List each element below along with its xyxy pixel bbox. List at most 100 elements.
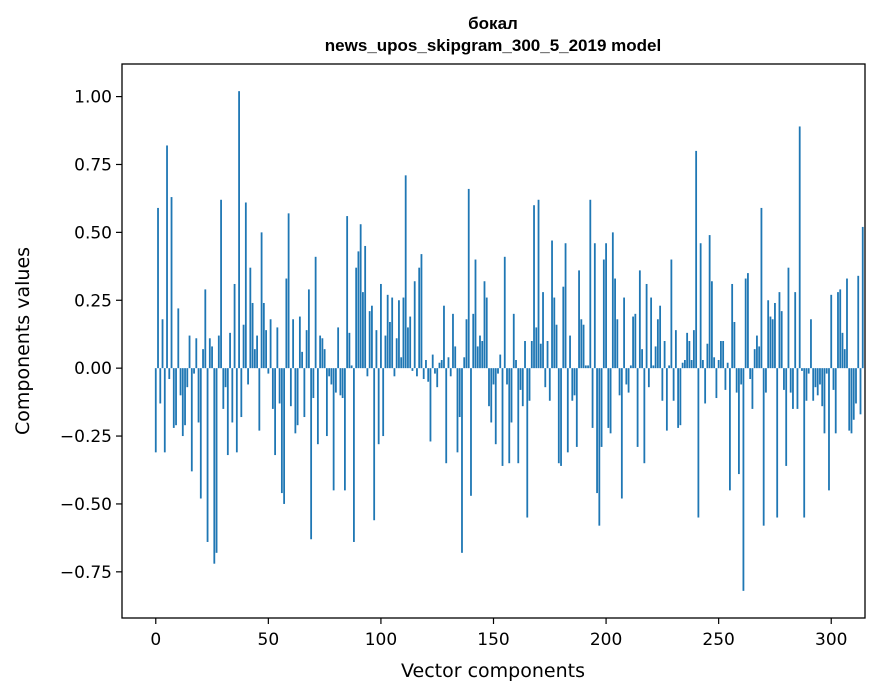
bar-163: [521, 368, 524, 407]
bar-50: [267, 368, 270, 374]
bar-142: [474, 259, 477, 369]
bar-293: [814, 368, 817, 388]
bar-270: [762, 368, 765, 526]
bar-173: [544, 368, 547, 388]
bar-226: [663, 341, 666, 369]
bar-230: [672, 368, 675, 401]
bar-183: [566, 368, 569, 453]
bar-32: [226, 368, 229, 456]
bar-156: [506, 368, 508, 385]
bar-228: [668, 365, 671, 369]
bar-305: [841, 332, 844, 369]
bar-239: [692, 330, 695, 369]
bar-261: [742, 368, 745, 591]
bar-3: [161, 319, 164, 369]
x-tick-label: 200: [590, 630, 622, 650]
bar-63: [296, 368, 299, 426]
bar-77: [328, 368, 331, 377]
bar-235: [683, 360, 686, 369]
bar-247: [711, 281, 713, 369]
bar-166: [528, 368, 531, 401]
bar-291: [810, 319, 812, 369]
bar-289: [805, 368, 808, 401]
bar-187: [575, 368, 578, 447]
bar-17: [193, 368, 195, 374]
bar-16: [190, 368, 193, 472]
bar-290: [807, 368, 810, 374]
bar-174: [546, 341, 549, 369]
bar-313: [859, 368, 862, 415]
bar-114: [411, 368, 414, 371]
bar-139: [467, 188, 470, 369]
bar-11: [179, 368, 182, 396]
bar-75: [323, 349, 326, 369]
bar-245: [706, 343, 709, 369]
bar-96: [371, 305, 373, 369]
bar-53: [274, 368, 276, 456]
bar-6: [168, 368, 171, 380]
bar-8: [172, 368, 175, 428]
bar-127: [440, 360, 443, 369]
bar-219: [647, 368, 650, 388]
bar-62: [294, 368, 297, 434]
bar-133: [454, 346, 457, 369]
bar-149: [490, 368, 493, 423]
bar-229: [670, 259, 673, 369]
bar-110: [402, 297, 405, 369]
bar-10: [177, 308, 180, 369]
bar-255: [729, 368, 731, 491]
bar-301: [832, 368, 835, 390]
bar-76: [325, 368, 328, 437]
bar-104: [389, 321, 391, 369]
bar-95: [368, 311, 371, 369]
bar-20: [199, 368, 202, 499]
bar-145: [481, 341, 484, 369]
bar-113: [409, 316, 412, 369]
bar-35: [233, 283, 236, 369]
bar-131: [449, 368, 452, 377]
bar-122: [429, 368, 432, 442]
bar-9: [175, 368, 177, 426]
bar-27: [215, 368, 218, 553]
bar-123: [431, 354, 434, 369]
bar-112: [407, 327, 409, 369]
y-axis-ticks: −0.75 −0.50 −0.25 0.00 0.25 0.50 0.75 1.00: [60, 88, 122, 583]
bar-303: [837, 292, 839, 369]
bar-310: [852, 368, 855, 420]
bar-68: [307, 289, 310, 369]
bar-1: [157, 207, 159, 369]
bar-28: [217, 335, 220, 369]
bars-group: [154, 91, 864, 591]
bar-188: [578, 270, 580, 369]
bar-262: [744, 278, 747, 369]
bar-281: [787, 267, 790, 369]
bar-248: [713, 357, 716, 369]
bar-40: [244, 202, 247, 369]
bar-210: [627, 368, 630, 393]
bar-214: [636, 368, 639, 447]
bar-308: [848, 368, 851, 431]
bar-220: [650, 297, 653, 369]
bar-182: [564, 243, 567, 369]
bar-157: [508, 368, 511, 464]
bar-132: [452, 313, 454, 369]
y-axis-label: Components values: [12, 247, 34, 435]
bar-41: [247, 368, 249, 385]
bar-180: [560, 368, 562, 466]
bar-155: [503, 256, 506, 369]
y-tick-label: −0.50: [60, 495, 112, 515]
bar-204: [614, 278, 616, 369]
bar-107: [395, 338, 398, 369]
bar-286: [798, 126, 801, 369]
bar-138: [465, 319, 468, 369]
bar-263: [747, 273, 749, 369]
bar-18: [195, 338, 198, 369]
bar-144: [479, 335, 481, 369]
bar-269: [760, 207, 763, 369]
bar-272: [767, 300, 770, 369]
bar-275: [774, 302, 776, 369]
bar-117: [418, 267, 421, 369]
bar-196: [596, 368, 598, 494]
bar-278: [780, 311, 783, 369]
